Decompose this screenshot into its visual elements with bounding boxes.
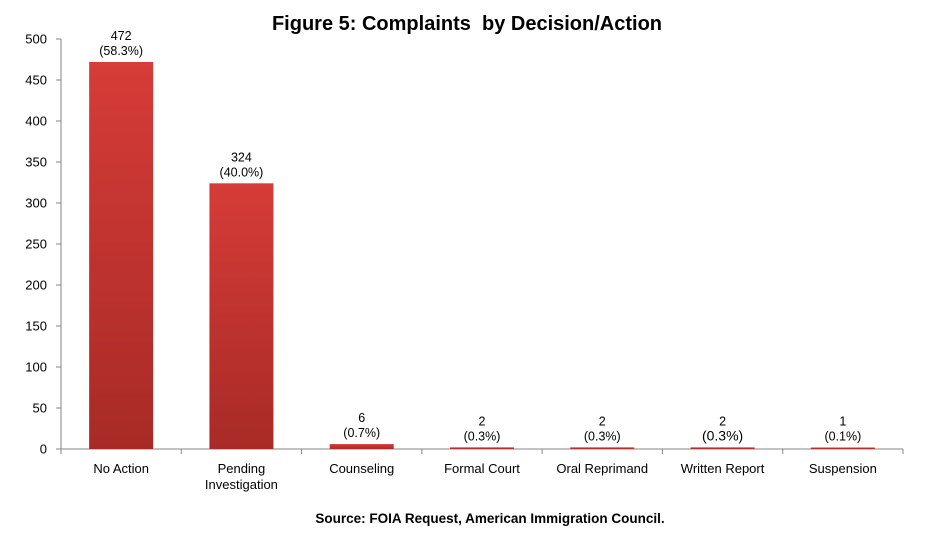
data-label: 2 bbox=[479, 414, 486, 428]
data-label: 2 bbox=[719, 414, 726, 428]
y-tick-label: 250 bbox=[25, 237, 47, 252]
bar bbox=[810, 447, 875, 449]
bar bbox=[570, 447, 635, 449]
data-label: 1 bbox=[839, 415, 846, 429]
axes: 0 50 100 150 200 250 300 350 400 450 500 bbox=[25, 32, 904, 457]
y-tick-label: 450 bbox=[25, 73, 47, 88]
data-label: 324 bbox=[231, 150, 252, 164]
y-tick-label: 300 bbox=[25, 196, 47, 211]
y-tick-label: 350 bbox=[25, 155, 47, 170]
category-label: Counseling bbox=[329, 461, 394, 476]
category-label: Formal Court bbox=[444, 461, 520, 476]
y-tick-label: 500 bbox=[25, 32, 47, 47]
category-label: No Action bbox=[93, 461, 149, 476]
data-label: (0.7%) bbox=[343, 426, 380, 440]
data-label: 2 bbox=[599, 414, 606, 428]
category-label: Written Report bbox=[681, 461, 765, 476]
category-label: Pending bbox=[218, 461, 266, 476]
bars bbox=[89, 61, 875, 450]
y-tick-label: 0 bbox=[40, 442, 47, 457]
bar bbox=[209, 183, 274, 449]
bar bbox=[329, 444, 394, 449]
chart-title: Figure 5: Complaints by Decision/Action bbox=[272, 13, 662, 35]
data-label: (0.1%) bbox=[824, 430, 861, 444]
bar bbox=[690, 447, 755, 449]
data-label: (58.3%) bbox=[99, 44, 143, 58]
category-label: Investigation bbox=[205, 477, 278, 492]
y-tick-label: 100 bbox=[25, 360, 47, 375]
category-label: Oral Reprimand bbox=[556, 461, 648, 476]
bar bbox=[89, 61, 154, 450]
data-label: (40.0%) bbox=[220, 165, 264, 179]
data-label: (0.3%) bbox=[464, 429, 501, 443]
category-label: Suspension bbox=[809, 461, 877, 476]
data-label: 472 bbox=[111, 29, 132, 43]
data-labels: 472(58.3%)324(40.0%)6(0.7%)2(0.3%)2(0.3%… bbox=[99, 29, 861, 444]
bar bbox=[450, 447, 514, 449]
data-label: (0.3%) bbox=[584, 429, 621, 443]
data-label: (0.3%) bbox=[702, 427, 743, 443]
source-note: Source: FOIA Request, American Immigrati… bbox=[315, 511, 664, 526]
y-tick-label: 200 bbox=[25, 278, 47, 293]
y-tick-label: 150 bbox=[25, 319, 47, 334]
y-tick-label: 50 bbox=[33, 401, 47, 416]
y-tick-label: 400 bbox=[25, 114, 47, 129]
data-label: 6 bbox=[358, 411, 365, 425]
